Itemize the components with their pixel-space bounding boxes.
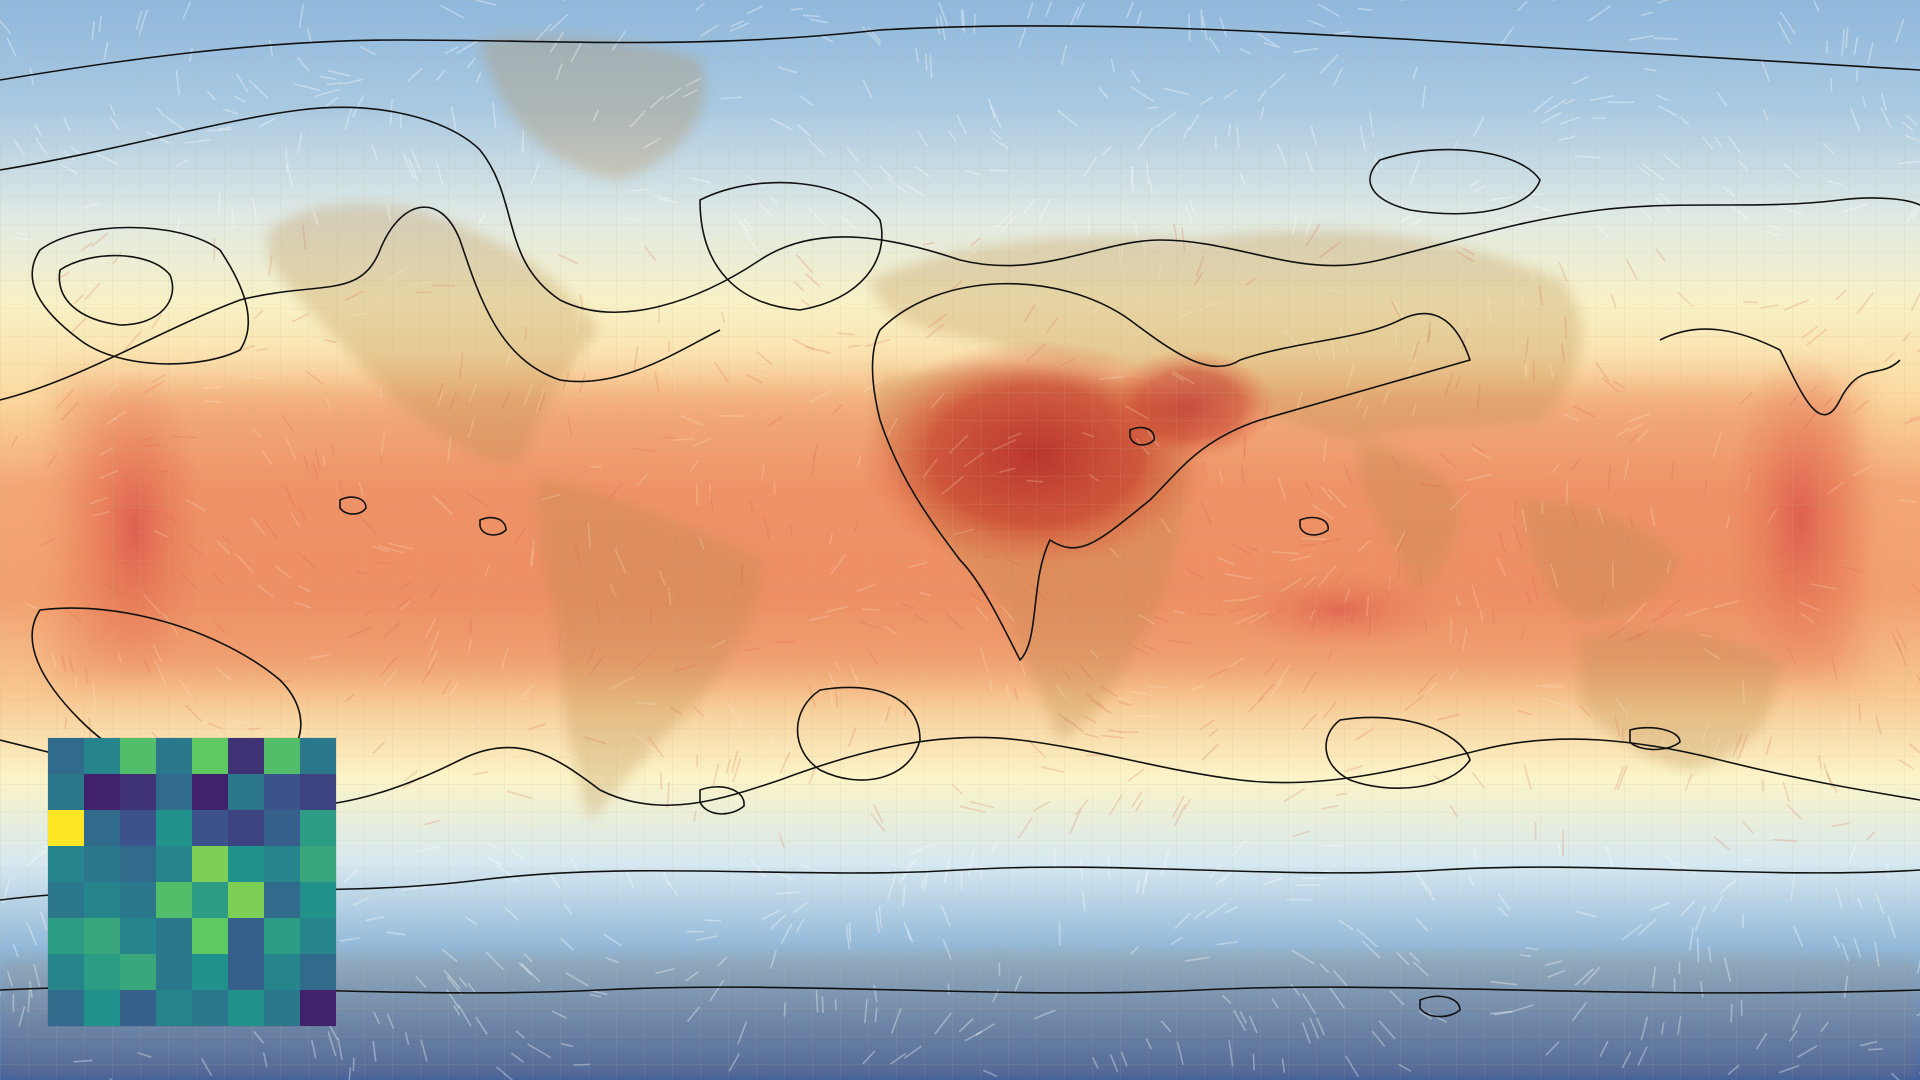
heatmap-cell-r5-c3 [156,918,192,954]
contour-north-pacific-loop [31,226,250,365]
contour-small-loop-3 [1129,426,1155,446]
contour-south-indian-loop [1325,716,1471,789]
heatmap-cell-r0-c0 [48,738,84,774]
contour-west-pacific-coast [1659,328,1901,416]
heatmap-cell-r3-c1 [84,846,120,882]
heatmap-cell-r4-c7 [300,882,336,918]
heatmap-cell-r4-c2 [120,882,156,918]
heatmap-cell-r0-c5 [228,738,264,774]
contour-small-loop-7 [1419,995,1461,1018]
heatmap-cell-r5-c2 [120,918,156,954]
contour-small-loop-1 [339,496,367,515]
heatmap-cell-r6-c2 [120,954,156,990]
heatmap-cell-r6-c3 [156,954,192,990]
contour-north-subtropic [0,206,721,401]
heatmap-cell-r2-c6 [264,810,300,846]
heatmap-cell-r3-c3 [156,846,192,882]
heatmap-cell-r7-c1 [84,990,120,1026]
contour-small-loop-6 [699,786,745,815]
heatmap-cell-r2-c7 [300,810,336,846]
heatmap-cell-r0-c7 [300,738,336,774]
contour-southern-subtropic [0,736,1920,808]
heatmap-cell-r2-c4 [192,810,228,846]
heatmap-cell-r4-c5 [228,882,264,918]
heatmap-cell-r5-c6 [264,918,300,954]
heatmap-cell-r7-c0 [48,990,84,1026]
heatmap-cell-r4-c4 [192,882,228,918]
heatmap-cell-r3-c4 [192,846,228,882]
heatmap-cell-r1-c4 [192,774,228,810]
heatmap-cell-r7-c2 [120,990,156,1026]
heatmap-cell-r4-c6 [264,882,300,918]
heatmap-cell-r2-c2 [120,810,156,846]
contour-siberian-loop [1369,148,1541,215]
contour-subpolar-north [0,106,1920,313]
contour-small-loop-2 [479,516,507,536]
heatmap-cell-r1-c2 [120,774,156,810]
heatmap-cell-r2-c1 [84,810,120,846]
heatmap-cell-r5-c1 [84,918,120,954]
heatmap-cell-r1-c0 [48,774,84,810]
heatmap-cell-r1-c1 [84,774,120,810]
heatmap-cell-r1-c6 [264,774,300,810]
heatmap-cell-r0-c3 [156,738,192,774]
heatmap-cell-r3-c6 [264,846,300,882]
heatmap-cell-r3-c5 [228,846,264,882]
heatmap-cell-r7-c4 [192,990,228,1026]
heatmap-cell-r1-c7 [300,774,336,810]
heatmap-cell-r7-c3 [156,990,192,1026]
inset-heatmap [48,738,336,1026]
contour-small-loop-4 [1299,516,1329,536]
heatmap-cell-r0-c4 [192,738,228,774]
heatmap-cell-r6-c6 [264,954,300,990]
heatmap-cell-r5-c5 [228,918,264,954]
heatmap-cell-r5-c0 [48,918,84,954]
heatmap-cell-r3-c2 [120,846,156,882]
heatmap-cell-r5-c7 [300,918,336,954]
heatmap-cell-r4-c3 [156,882,192,918]
contour-south-atlantic-loop [796,686,921,781]
heatmap-cell-r6-c0 [48,954,84,990]
heatmap-cell-r0-c6 [264,738,300,774]
contour-small-loop-5 [1629,726,1681,751]
heatmap-cell-r3-c0 [48,846,84,882]
heatmap-cell-r2-c0 [48,810,84,846]
heatmap-cell-r2-c3 [156,810,192,846]
contour-far-north [0,25,1920,81]
heatmap-cell-r6-c4 [192,954,228,990]
heatmap-cell-r6-c1 [84,954,120,990]
heatmap-cell-r0-c1 [84,738,120,774]
contour-africa-outline [871,282,1471,661]
heatmap-cell-r7-c6 [264,990,300,1026]
heatmap-cell-r6-c7 [300,954,336,990]
heatmap-cell-r4-c0 [48,882,84,918]
heatmap-cell-r0-c2 [120,738,156,774]
heatmap-cell-r7-c7 [300,990,336,1026]
heatmap-cell-r1-c3 [156,774,192,810]
heatmap-cell-r6-c5 [228,954,264,990]
heatmap-cell-r4-c1 [84,882,120,918]
heatmap-cell-r2-c5 [228,810,264,846]
heatmap-cell-r3-c7 [300,846,336,882]
contour-north-pacific-inner [58,254,174,326]
heatmap-cell-r5-c4 [192,918,228,954]
heatmap-cell-r7-c5 [228,990,264,1026]
heatmap-cell-r1-c5 [228,774,264,810]
